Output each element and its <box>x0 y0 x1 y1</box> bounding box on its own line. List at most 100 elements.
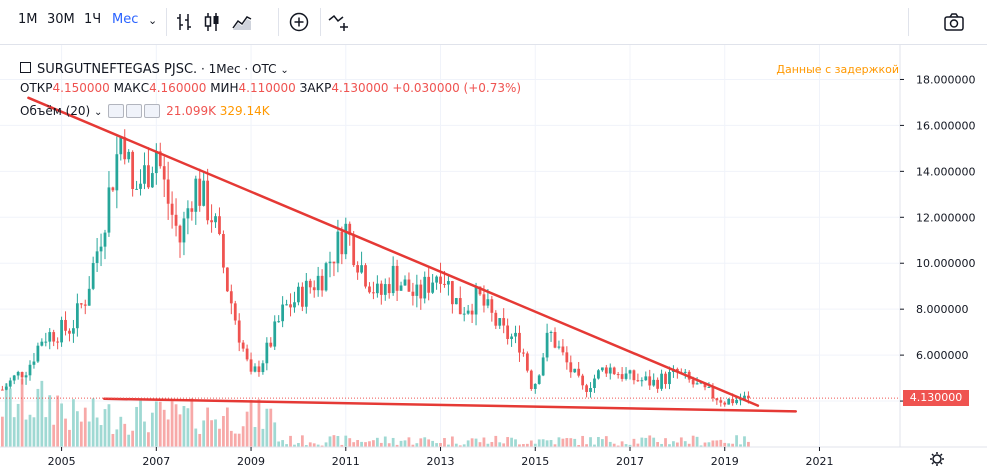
candle-body <box>162 166 166 180</box>
candle-body <box>454 298 458 305</box>
add-indicator-icon[interactable] <box>287 10 311 34</box>
chevron-down-icon[interactable]: ⌄ <box>280 65 289 76</box>
candle-body <box>447 281 450 285</box>
volume-bar <box>502 443 506 447</box>
volume-bar <box>439 442 442 447</box>
candle-body <box>533 383 537 389</box>
volume-bar <box>506 437 510 447</box>
volume-bar <box>668 444 671 447</box>
chevron-down-icon[interactable]: ⌄ <box>148 14 158 27</box>
candle-body <box>624 373 628 379</box>
volume-bar <box>447 444 450 447</box>
camera-icon[interactable] <box>942 10 966 34</box>
candle-body <box>4 386 8 390</box>
volume-bar <box>174 404 178 447</box>
gear-icon[interactable] <box>930 452 944 466</box>
symbol-name: SURGUTNEFTEGAS PJSC. <box>37 62 198 77</box>
candle-body <box>60 319 63 343</box>
time-axis[interactable]: 2005 2007 2009 2011 2013 2015 2017 2019 2021 <box>48 447 834 468</box>
area-chart-icon[interactable] <box>230 10 254 34</box>
candle-body <box>407 279 411 292</box>
volume-bar <box>107 404 111 447</box>
interval-30m[interactable]: 30М <box>47 12 75 27</box>
volume-bar <box>375 437 379 447</box>
close-icon[interactable] <box>144 104 160 118</box>
high-label: МАКС <box>113 81 150 95</box>
candle-body <box>348 223 352 235</box>
candle-body <box>577 368 581 376</box>
candle-body <box>506 325 510 340</box>
open-value: 4.150000 <box>52 81 110 95</box>
candle-body <box>490 299 494 313</box>
candle-body <box>115 154 119 191</box>
candle-body <box>470 310 474 315</box>
candle-body <box>640 380 644 382</box>
volume-bar <box>648 435 652 447</box>
price-axis[interactable]: 18.000000 16.000000 14.000000 12.000000 10.0… <box>900 73 976 408</box>
interval-1m[interactable]: 1М <box>18 12 38 27</box>
candle-body <box>111 187 115 191</box>
candle-body <box>616 374 620 376</box>
delayed-data-notice[interactable]: Данные с задержкой <box>776 63 899 76</box>
volume-bar <box>277 441 281 447</box>
hide-icon[interactable] <box>108 104 124 118</box>
candles-icon[interactable] <box>200 10 224 34</box>
candle-body <box>399 285 403 291</box>
interval-1h[interactable]: 1Ч <box>84 12 102 27</box>
volume-bar <box>391 437 395 447</box>
candle-body <box>237 320 241 343</box>
candle-body <box>143 165 146 184</box>
volume-bar <box>364 442 367 447</box>
volume-bar <box>304 445 308 447</box>
low-value: 4.110000 <box>238 81 296 95</box>
volume-bar <box>541 439 545 447</box>
volume-bar <box>308 442 312 447</box>
volume-bar <box>0 416 4 447</box>
candles <box>0 129 750 407</box>
volume-bar <box>87 421 91 447</box>
candle-body <box>545 332 549 358</box>
candle-body <box>620 374 624 379</box>
volume-bar <box>711 440 715 447</box>
candle-body <box>565 352 569 363</box>
candle-body <box>593 378 596 388</box>
compare-icon[interactable] <box>327 10 351 34</box>
volume-bar <box>60 403 63 447</box>
chevron-down-icon[interactable]: ⌄ <box>94 107 103 118</box>
interval-month[interactable]: Мес <box>112 12 139 27</box>
candle-body <box>166 179 170 204</box>
volume-bar <box>300 435 304 447</box>
candle-body <box>553 331 557 348</box>
volume-legend[interactable]: Объём (20) ⌄ 21.099K 329.14K <box>20 104 270 118</box>
candle-body <box>695 383 699 385</box>
bars-icon[interactable] <box>172 10 196 34</box>
volume-bar <box>652 437 656 447</box>
candle-body <box>186 208 190 219</box>
candle-body <box>12 375 16 381</box>
price-tick-label: 6.000000 <box>916 349 969 362</box>
price-chart[interactable]: 18.000000 16.000000 14.000000 12.000000 10.0… <box>0 45 987 476</box>
candle-body <box>395 265 399 291</box>
volume-bar <box>281 440 285 447</box>
volume-bar <box>150 412 154 447</box>
volume-bar <box>115 429 119 447</box>
collapse-icon[interactable] <box>20 62 31 73</box>
volume-bar <box>656 442 660 447</box>
symbol-legend[interactable]: SURGUTNEFTEGAS PJSC. · 1Мес · OTC ⌄ <box>20 62 289 77</box>
time-tick-label: 2013 <box>427 455 455 468</box>
volume-bar <box>143 421 146 447</box>
volume-bar <box>186 408 190 447</box>
volume-bar <box>616 445 620 447</box>
candle-body <box>652 379 656 386</box>
time-tick-label: 2011 <box>332 455 360 468</box>
candle-body <box>668 371 671 385</box>
candle-body <box>336 231 340 264</box>
volume-bar <box>36 388 40 447</box>
volume-bar <box>427 439 431 447</box>
settings-icon[interactable] <box>126 104 142 118</box>
trendlines[interactable] <box>27 96 798 413</box>
volume-bar <box>253 427 257 447</box>
volume-bar <box>577 444 581 447</box>
volume-bar <box>95 417 99 447</box>
candle-body <box>739 399 742 401</box>
